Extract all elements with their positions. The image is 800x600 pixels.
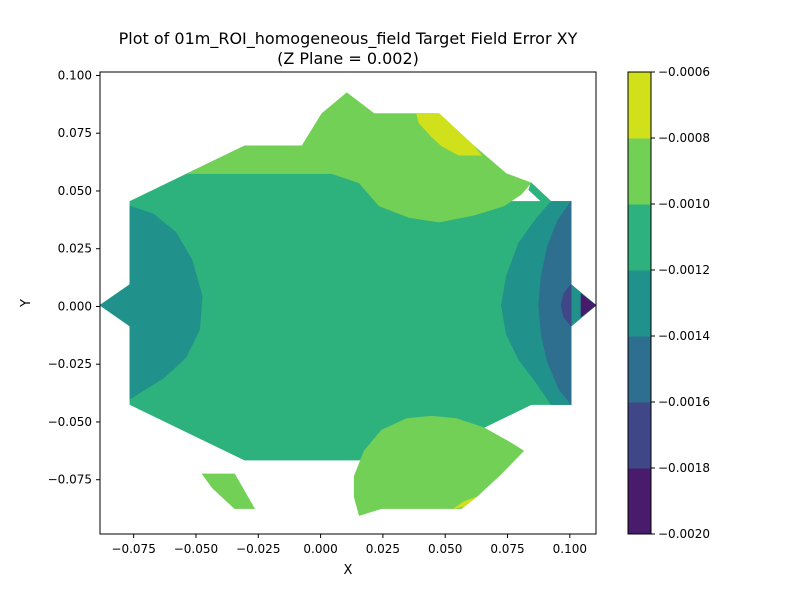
colorbar-tick-label: −0.0008: [658, 131, 710, 145]
colorbar-band: [628, 204, 651, 271]
contour-region-right-tip-core: [580, 293, 597, 318]
contour-region-bottom-region: [353, 415, 525, 516]
colorbar-tick-label: −0.0020: [658, 527, 710, 541]
colorbar-band: [628, 138, 651, 205]
y-tick-label: −0.025: [48, 357, 92, 371]
contour-region-right-edge-upper: [528, 182, 552, 202]
chart-title: Plot of 01m_ROI_homogeneous_field Target…: [119, 29, 578, 49]
y-tick-label: 0.075: [58, 126, 92, 140]
colorbar-tick-label: −0.0016: [658, 395, 710, 409]
colorbar-tick-label: −0.0012: [658, 263, 710, 277]
colorbar-band: [628, 72, 651, 139]
colorbar-band: [628, 402, 651, 469]
colorbar-tick-label: −0.0018: [658, 461, 710, 475]
y-axis-label: Y: [19, 299, 34, 308]
y-axis: −0.075 −0.050 −0.025 0.000 0.025 0.050 0.075 0.…: [48, 68, 100, 487]
contour-region-bottom-tip: [453, 496, 477, 509]
x-tick-label: 0.100: [553, 542, 587, 556]
plot-frame: [99, 71, 597, 535]
colorbar-tick-label: −0.0010: [658, 197, 710, 211]
contour-regions: [99, 92, 597, 516]
x-axis-label: X: [344, 563, 353, 578]
y-tick-label: 0.025: [58, 242, 92, 256]
y-tick-label: 0.050: [58, 184, 92, 198]
x-tick-label: −0.075: [111, 542, 155, 556]
chart-subtitle: (Z Plane = 0.002): [277, 49, 419, 68]
colorbar-tick-label: −0.0014: [658, 329, 710, 343]
x-tick-label: 0.000: [303, 542, 337, 556]
x-tick-label: 0.075: [490, 542, 524, 556]
colorbar: −0.0020 −0.0018 −0.0016 −0.0014 −0.0012 −0.00…: [627, 65, 710, 541]
contour-region-right-inner: [538, 200, 572, 406]
y-tick-label: −0.075: [48, 473, 92, 487]
contour-region-right-tip: [560, 283, 572, 327]
x-tick-label: −0.025: [236, 542, 280, 556]
x-tick-label: 0.025: [366, 542, 400, 556]
colorbar-band: [628, 336, 651, 403]
y-tick-label: 0.100: [58, 68, 92, 82]
colorbar-frame: [627, 71, 652, 535]
colorbar-tick-label: −0.0006: [658, 65, 710, 79]
x-tick-label: −0.050: [174, 542, 218, 556]
contour-region-bottom-left-region: [201, 473, 256, 509]
colorbar-band: [628, 468, 651, 535]
contour-region-top-tip: [416, 113, 482, 156]
colorbar-band: [628, 270, 651, 337]
x-tick-label: 0.050: [428, 542, 462, 556]
y-tick-label: −0.050: [48, 415, 92, 429]
y-tick-label: 0.000: [58, 299, 92, 313]
x-axis: −0.075 −0.050 −0.025 0.000 0.025 0.050 0.075 0.…: [111, 534, 587, 556]
